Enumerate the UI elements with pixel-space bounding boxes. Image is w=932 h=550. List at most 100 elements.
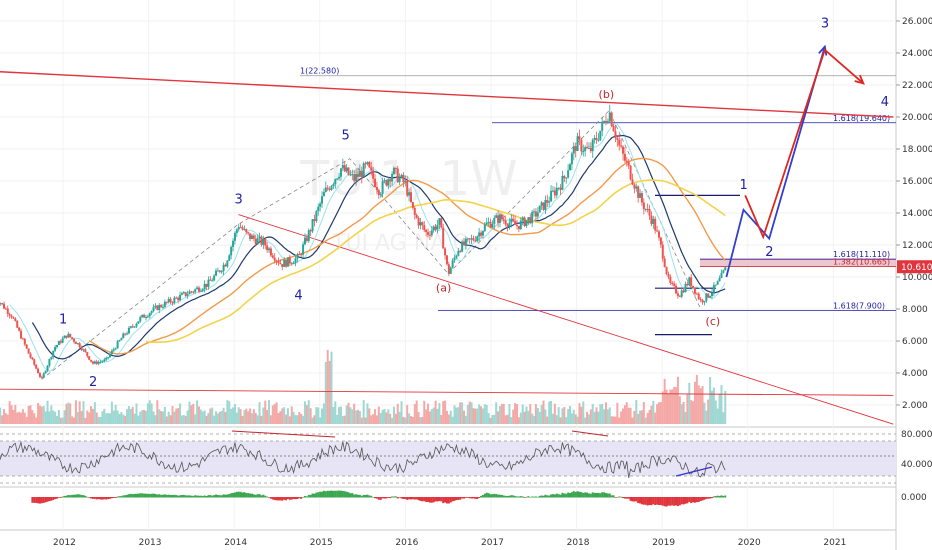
candle-body [150, 311, 153, 314]
candle-body [654, 218, 657, 231]
volume-bar [209, 408, 212, 424]
macd-bar [472, 497, 475, 499]
volume-bar [14, 404, 17, 424]
volume-bar [1, 415, 4, 424]
volume-bar [370, 415, 373, 424]
macd-bar [557, 494, 560, 498]
candle-body [298, 254, 301, 256]
macd-bar [572, 491, 575, 498]
volume-bar [451, 416, 454, 424]
candle-body [597, 139, 600, 141]
projection-red [744, 48, 864, 240]
volume-bar [516, 404, 519, 424]
volume-bar [616, 402, 619, 424]
candle-body [336, 178, 339, 180]
volume-bar [162, 411, 165, 424]
candle-body [372, 170, 375, 179]
candle-body [593, 137, 596, 140]
candle-body [283, 259, 286, 268]
volume-bar [245, 408, 248, 424]
candle-body [582, 151, 585, 153]
volume-bar [548, 401, 551, 424]
macd-bar [74, 494, 77, 498]
macd-bar [336, 490, 339, 498]
macd-bar [553, 494, 556, 498]
candle-body [591, 139, 594, 152]
volume-bar [485, 404, 488, 424]
volume-bar [271, 405, 274, 424]
macd-bar [394, 496, 397, 498]
macd-bar [84, 495, 87, 498]
macd-bar [493, 493, 496, 498]
volume-bar [489, 417, 492, 424]
candle-body [226, 260, 229, 267]
candle-body [567, 170, 570, 178]
volume-bar [661, 391, 664, 424]
macd-bar [91, 497, 94, 499]
candle-body [16, 320, 19, 328]
volume-bar [474, 408, 477, 424]
candle-body [584, 147, 587, 152]
volume-bar [559, 417, 562, 424]
volume-bar [657, 402, 660, 424]
macd-bar [436, 497, 439, 502]
volume-bar [114, 404, 117, 424]
macd-bar [63, 495, 66, 498]
candle-body [633, 184, 636, 189]
candle-body [177, 297, 180, 301]
candle-body [245, 229, 248, 233]
candle-body [508, 222, 511, 227]
candle-body [540, 202, 543, 206]
macd-bar [332, 490, 335, 498]
candle-body [196, 287, 199, 290]
volume-bar [182, 415, 185, 424]
volume-bar [466, 404, 469, 424]
candle-body [559, 187, 562, 190]
volume-bar [597, 411, 600, 424]
macd-bar [451, 497, 454, 502]
volume-bar [724, 390, 727, 424]
volume-bar [610, 416, 613, 424]
macd-bar [78, 494, 81, 498]
candle-body [188, 291, 191, 295]
macd-bar [126, 494, 129, 498]
macd-bar [449, 497, 452, 503]
macd-bar [186, 495, 189, 498]
macd-bar [578, 491, 581, 498]
macd-bar [368, 495, 371, 498]
volume-bar [46, 400, 49, 424]
candle-body [542, 202, 545, 210]
macd-bar [580, 492, 583, 498]
candle-body [398, 177, 401, 183]
volume-bar [635, 400, 638, 424]
macd-bar [470, 497, 473, 499]
volume-bar [404, 417, 407, 424]
candle-body [194, 289, 197, 292]
candle-body [69, 333, 72, 338]
candle-body [211, 280, 214, 282]
macd-bar [313, 493, 316, 498]
candle-body [423, 225, 426, 230]
macd-bar [290, 497, 293, 500]
macd-bar [213, 495, 216, 498]
volume-bar [391, 417, 394, 424]
macd-bar [644, 497, 647, 505]
candle-body [544, 200, 547, 210]
volume-bar [436, 408, 439, 424]
macd-bar [614, 497, 617, 498]
volume-bar [707, 399, 710, 424]
candle-body [396, 168, 399, 183]
volume-bar [44, 411, 47, 424]
candle-body [269, 248, 272, 256]
candle-body [360, 170, 363, 178]
macd-bar [146, 493, 149, 498]
macd-bar [516, 496, 519, 498]
macd-bar [254, 494, 257, 498]
volume-bar [35, 417, 38, 424]
fib-label: 1.382(10.665) [833, 257, 890, 266]
candle-body [483, 224, 486, 232]
time-tick-label: 2021 [823, 538, 846, 548]
candle-body [506, 224, 509, 227]
candle-body [394, 167, 397, 169]
macd-bar [432, 497, 435, 503]
